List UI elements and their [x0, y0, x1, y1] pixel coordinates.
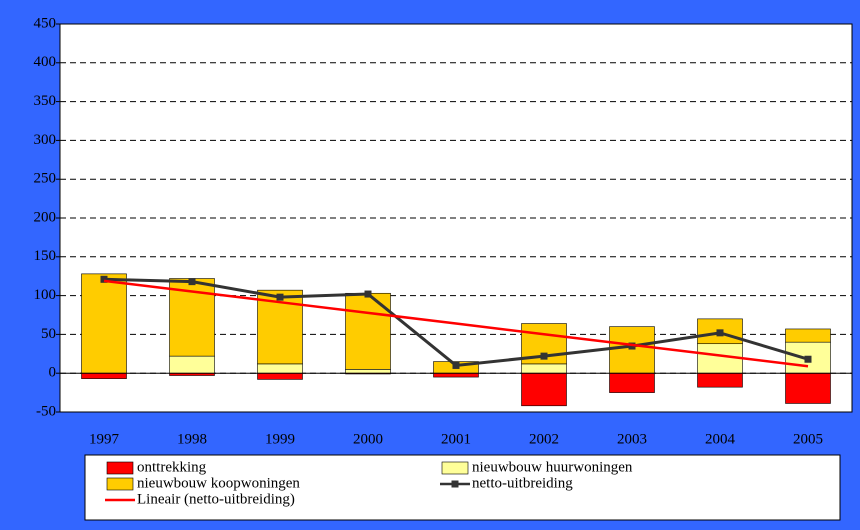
legend-swatch	[106, 461, 134, 475]
marker	[452, 361, 460, 369]
bar	[81, 372, 127, 379]
x-tick-label: 2003	[617, 431, 647, 447]
bar	[521, 363, 567, 374]
legend-swatch	[106, 477, 134, 491]
y-tick-label: 300	[34, 132, 57, 148]
x-tick-label: 2004	[705, 431, 736, 447]
y-tick-label: 450	[34, 15, 57, 31]
x-tick-label: 2001	[441, 431, 471, 447]
y-tick-label: 100	[34, 287, 57, 303]
bar	[609, 372, 655, 393]
bar	[697, 372, 743, 388]
y-tick-label: 200	[34, 209, 57, 225]
x-tick-label: 1997	[89, 431, 120, 447]
legend-label: Lineair (netto-uitbreiding)	[137, 491, 295, 507]
marker	[540, 352, 548, 360]
bar	[609, 326, 655, 374]
legend-label: nieuwbouw huurwoningen	[472, 459, 633, 475]
bar	[785, 372, 831, 404]
bar	[785, 328, 831, 343]
legend-label: onttrekking	[137, 459, 207, 475]
bar	[81, 273, 127, 374]
marker	[804, 355, 812, 363]
legend-marker	[451, 480, 459, 488]
bar	[345, 369, 391, 374]
bar	[257, 372, 303, 380]
y-tick-label: -50	[36, 403, 56, 419]
line	[103, 279, 809, 368]
legend-swatch	[441, 461, 469, 475]
bar	[257, 363, 303, 374]
marker	[276, 293, 284, 301]
y-tick-label: 50	[41, 326, 56, 342]
y-tick-label: 250	[34, 171, 57, 187]
x-tick-label: 2005	[793, 431, 823, 447]
marker	[100, 275, 108, 283]
bar	[433, 372, 479, 378]
bar	[521, 372, 567, 407]
y-tick-label: 400	[34, 54, 57, 70]
marker	[716, 329, 724, 337]
x-tick-label: 1999	[265, 431, 295, 447]
x-tick-label: 2002	[529, 431, 559, 447]
bar	[169, 355, 215, 374]
x-tick-label: 2000	[353, 431, 383, 447]
bar	[345, 292, 391, 370]
marker	[188, 278, 196, 286]
marker	[364, 290, 372, 298]
legend-label: netto-uitbreiding	[472, 475, 573, 491]
y-tick-label: 150	[34, 248, 57, 264]
y-tick-label: 350	[34, 93, 57, 109]
y-tick-label: 0	[49, 365, 57, 381]
x-tick-label: 1998	[177, 431, 207, 447]
legend-label: nieuwbouw koopwoningen	[137, 475, 300, 491]
